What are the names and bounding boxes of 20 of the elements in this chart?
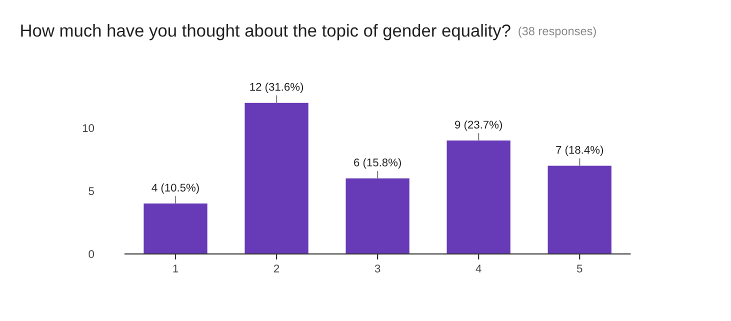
chart-title: How much have you thought about the topic of gender equality? bbox=[21, 24, 510, 40]
x-tick-label: 1 bbox=[173, 264, 178, 272]
bar bbox=[346, 178, 410, 254]
bar bbox=[144, 204, 208, 254]
x-tick-label: 4 bbox=[476, 264, 482, 272]
data-label: 6 (15.8%) bbox=[354, 158, 401, 169]
data-label: 12 (31.6%) bbox=[250, 82, 304, 93]
bar bbox=[548, 166, 612, 254]
x-tick-label: 2 bbox=[274, 264, 280, 272]
y-tick-label: 5 bbox=[88, 187, 94, 196]
bar bbox=[446, 140, 510, 254]
data-label: 4 (10.5%) bbox=[152, 183, 199, 194]
chart-subtitle: (38 responses) bbox=[518, 26, 596, 38]
data-label: 9 (23.7%) bbox=[455, 120, 502, 131]
x-tick-label: 5 bbox=[576, 264, 582, 272]
data-label: 7 (18.4%) bbox=[556, 146, 604, 156]
y-tick-label: 0 bbox=[88, 250, 94, 258]
x-tick-label: 3 bbox=[374, 264, 380, 272]
y-tick-label: 10 bbox=[82, 124, 94, 132]
bar bbox=[244, 102, 308, 254]
